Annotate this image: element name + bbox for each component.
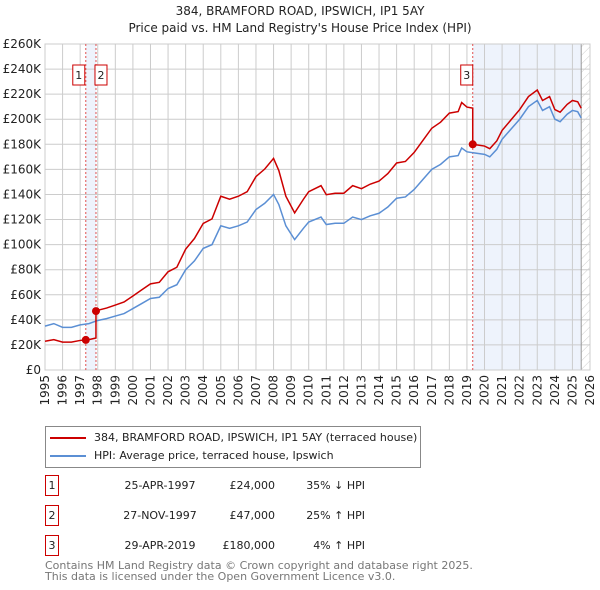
x-tick-label: 2005 bbox=[214, 375, 228, 406]
y-tick-label: £0 bbox=[26, 363, 41, 377]
x-tick-label: 2023 bbox=[530, 375, 544, 406]
sale-number-box: 2 bbox=[45, 505, 59, 526]
y-tick-label: £160K bbox=[3, 162, 43, 176]
sale-number-box: 1 bbox=[45, 475, 59, 496]
x-tick-label: 2002 bbox=[161, 375, 175, 406]
y-tick-label: £100K bbox=[3, 238, 43, 252]
y-tick-label: £240K bbox=[3, 62, 43, 76]
legend-property-label: 384, BRAMFORD ROAD, IPSWICH, IP1 5AY (te… bbox=[94, 431, 418, 444]
sale-date: 27-NOV-1997 bbox=[123, 509, 197, 522]
x-tick-label: 2013 bbox=[354, 375, 368, 406]
sale-label-2: 2 bbox=[97, 69, 104, 82]
plot-frame bbox=[44, 43, 591, 371]
x-tick-label: 2021 bbox=[495, 375, 509, 406]
x-tick-label: 1997 bbox=[73, 375, 87, 406]
x-tick-label: 2001 bbox=[143, 375, 157, 406]
x-tick-label: 2010 bbox=[302, 375, 316, 406]
y-tick-label: £140K bbox=[3, 187, 43, 201]
y-tick-label: £260K bbox=[3, 37, 43, 51]
y-tick-label: £180K bbox=[3, 137, 43, 151]
sale-row: 1 25-APR-1997 £24,000 35% ↓ HPI bbox=[45, 475, 405, 497]
y-tick-label: £40K bbox=[10, 313, 42, 327]
x-tick-label: 1995 bbox=[38, 375, 52, 406]
y-tick-label: £200K bbox=[3, 112, 43, 126]
x-tick-label: 2019 bbox=[460, 375, 474, 406]
legend-hpi-label: HPI: Average price, terraced house, Ipsw… bbox=[94, 449, 334, 462]
sale-label-3: 3 bbox=[463, 69, 470, 82]
y-tick-label: £120K bbox=[3, 213, 43, 227]
x-tick-label: 2015 bbox=[390, 375, 404, 406]
future-hatch bbox=[581, 44, 590, 370]
sale-hpi-diff: 35% ↓ HPI bbox=[306, 479, 365, 492]
sale-number-box: 3 bbox=[45, 535, 59, 556]
sale-row: 3 29-APR-2019 £180,000 4% ↑ HPI bbox=[45, 535, 405, 557]
sale-label-box bbox=[460, 64, 474, 86]
footer-line-2: This data is licensed under the Open Gov… bbox=[45, 570, 396, 583]
x-tick-label: 2003 bbox=[179, 375, 193, 406]
x-tick-label: 2024 bbox=[548, 375, 562, 406]
hpi-line bbox=[44, 99, 582, 329]
x-tick-label: 2025 bbox=[565, 375, 579, 406]
sale-date: 25-APR-1997 bbox=[124, 479, 196, 492]
x-tick-label: 2006 bbox=[231, 375, 245, 406]
sale-point bbox=[468, 140, 477, 149]
footer: Contains HM Land Registry data © Crown c… bbox=[45, 560, 473, 582]
sale-price: £47,000 bbox=[229, 509, 276, 522]
sale-label-box bbox=[94, 64, 108, 86]
x-tick-label: 2007 bbox=[249, 375, 263, 406]
legend-swatch-hpi bbox=[50, 454, 86, 457]
x-tick-label: 2011 bbox=[319, 375, 333, 406]
x-tick-label: 2014 bbox=[372, 375, 386, 406]
sale-row: 2 27-NOV-1997 £47,000 25% ↑ HPI bbox=[45, 505, 405, 527]
x-tick-label: 2004 bbox=[196, 375, 210, 406]
x-tick-label: 2000 bbox=[126, 375, 140, 406]
x-tick-label: 2018 bbox=[442, 375, 456, 406]
sale-price: £180,000 bbox=[222, 539, 276, 552]
sale-hpi-diff: 4% ↑ HPI bbox=[313, 539, 365, 552]
legend-swatch-property bbox=[50, 436, 86, 439]
sale-price: £24,000 bbox=[229, 479, 276, 492]
x-tick-label: 2008 bbox=[267, 375, 281, 406]
sale-hpi-diff: 25% ↑ HPI bbox=[306, 509, 365, 522]
x-tick-label: 2026 bbox=[583, 375, 597, 406]
sale-point bbox=[91, 307, 100, 316]
y-tick-label: £60K bbox=[10, 288, 42, 302]
y-tick-label: £220K bbox=[3, 87, 43, 101]
x-tick-label: 1999 bbox=[108, 375, 122, 406]
legend: 384, BRAMFORD ROAD, IPSWICH, IP1 5AY (te… bbox=[45, 426, 421, 468]
x-tick-label: 1998 bbox=[91, 375, 105, 406]
x-tick-label: 1996 bbox=[56, 375, 70, 406]
sale-date: 29-APR-2019 bbox=[124, 539, 196, 552]
sale-point bbox=[81, 335, 90, 344]
y-tick-label: £20K bbox=[10, 338, 42, 352]
x-tick-label: 2020 bbox=[478, 375, 492, 406]
x-tick-label: 2017 bbox=[425, 375, 439, 406]
sale-label-box bbox=[72, 64, 86, 86]
x-tick-label: 2009 bbox=[284, 375, 298, 406]
chart-subtitle: Price paid vs. HM Land Registry's House … bbox=[128, 21, 471, 35]
x-tick-label: 2022 bbox=[513, 375, 527, 406]
x-tick-label: 2012 bbox=[337, 375, 351, 406]
sale-label-1: 1 bbox=[75, 69, 82, 82]
current-period-shade bbox=[472, 44, 582, 370]
property-price-line bbox=[44, 88, 582, 343]
price-chart: 384, BRAMFORD ROAD, IPSWICH, IP1 5AY Pri… bbox=[3, 4, 597, 406]
sale-period-shade bbox=[85, 44, 96, 370]
y-tick-label: £80K bbox=[10, 263, 42, 277]
chart-title: 384, BRAMFORD ROAD, IPSWICH, IP1 5AY bbox=[176, 4, 426, 18]
x-tick-label: 2016 bbox=[407, 375, 421, 406]
footer-line-1: Contains HM Land Registry data © Crown c… bbox=[45, 559, 473, 572]
